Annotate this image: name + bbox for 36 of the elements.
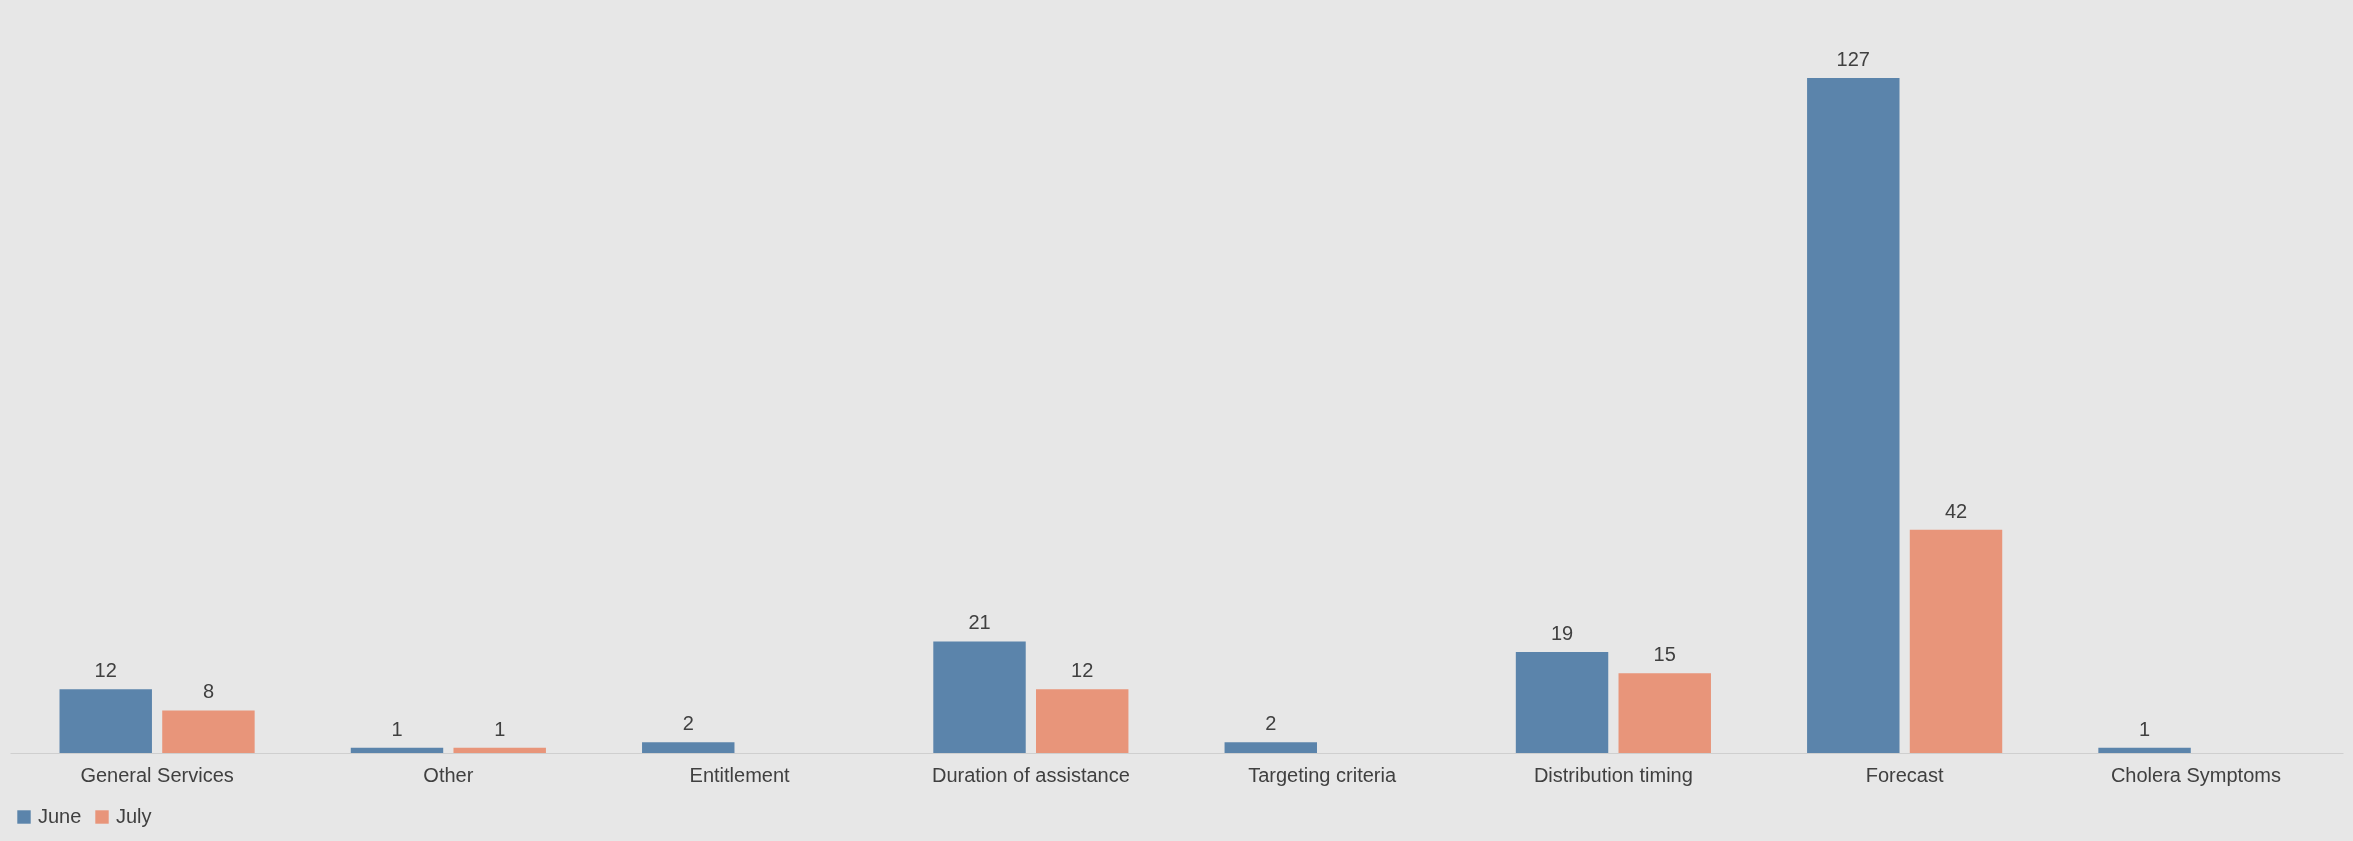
bar xyxy=(1515,652,1609,753)
bar xyxy=(350,747,444,753)
data-label: 2 xyxy=(1265,712,1277,735)
data-label: 12 xyxy=(94,659,117,682)
bar xyxy=(2098,747,2191,753)
data-label: 1 xyxy=(2139,717,2151,740)
bar xyxy=(59,689,152,753)
bar xyxy=(933,641,1026,753)
legend-label: June xyxy=(38,805,82,827)
bar xyxy=(1036,689,1129,753)
data-label: 21 xyxy=(968,611,991,634)
data-label: 127 xyxy=(1836,48,1870,70)
data-label: 42 xyxy=(1944,499,1968,522)
bar xyxy=(642,742,735,753)
data-label: 15 xyxy=(1653,643,1676,666)
legend-label: July xyxy=(116,805,152,827)
bar xyxy=(453,747,546,753)
data-label: 1 xyxy=(494,717,506,740)
x-tick-label: Entitlement xyxy=(689,763,791,786)
bar xyxy=(1224,742,1317,753)
bar xyxy=(1909,529,2003,753)
x-tick-label: Cholera Symptoms xyxy=(2110,763,2281,786)
bar xyxy=(1807,78,1900,753)
data-label: 2 xyxy=(682,712,694,735)
data-label: 19 xyxy=(1550,622,1574,645)
x-tick-label: Other xyxy=(423,763,474,786)
data-label: 1 xyxy=(391,717,403,740)
x-tick-label: General Services xyxy=(80,763,234,786)
bar xyxy=(1618,673,1711,753)
x-tick-label: Targeting criteria xyxy=(1248,763,1397,786)
x-tick-label: Duration of assistance xyxy=(931,763,1130,786)
data-label: 8 xyxy=(202,680,214,703)
x-tick-label: Distribution timing xyxy=(1533,763,1693,786)
x-tick-label: Forecast xyxy=(1865,763,1944,786)
data-label: 12 xyxy=(1071,659,1094,682)
bar xyxy=(162,710,255,753)
